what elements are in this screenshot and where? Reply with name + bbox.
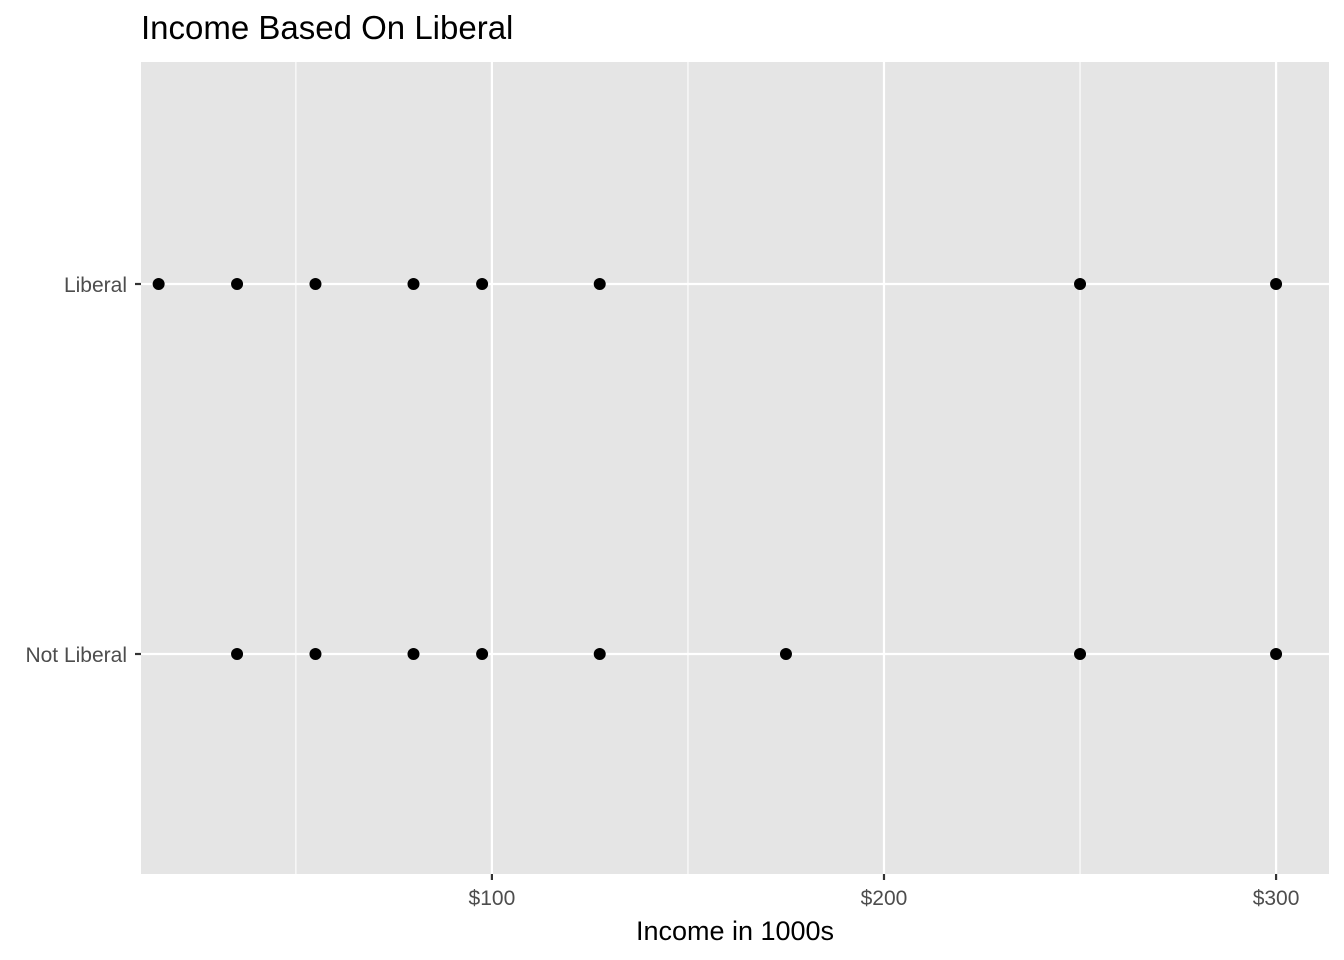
chart-title: Income Based On Liberal (141, 9, 513, 46)
y-tick-label: Not Liberal (25, 644, 127, 667)
x-axis: $100 $200 $300 (469, 874, 1300, 910)
data-point (593, 278, 606, 290)
y-axis: Not Liberal Liberal (25, 274, 141, 667)
data-point (407, 278, 420, 290)
x-tick-label: $300 (1253, 887, 1300, 910)
data-point (231, 648, 244, 660)
data-point (779, 648, 792, 660)
data-point (1270, 648, 1283, 660)
data-points (152, 278, 1283, 660)
data-point (231, 278, 244, 290)
data-point (476, 648, 489, 660)
data-point (407, 648, 420, 660)
minor-gridlines (295, 62, 1081, 874)
data-point (152, 278, 165, 290)
major-gridlines (141, 62, 1329, 874)
data-point (593, 648, 606, 660)
plot-panel (141, 62, 1329, 874)
x-tick-label: $200 (861, 887, 908, 910)
data-point (309, 278, 322, 290)
data-point (1074, 648, 1087, 660)
x-axis-title: Income in 1000s (636, 916, 834, 946)
x-tick-label: $100 (469, 887, 516, 910)
data-point (309, 648, 322, 660)
data-point (1074, 278, 1087, 290)
data-point (476, 278, 489, 290)
y-tick-label: Liberal (64, 274, 127, 297)
data-point (1270, 278, 1283, 290)
